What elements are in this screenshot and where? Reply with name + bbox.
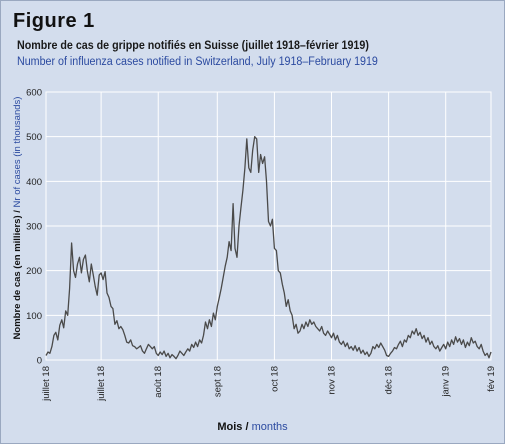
x-tick-label: juillet 18 bbox=[41, 366, 52, 402]
y-tick-label: 400 bbox=[26, 177, 42, 188]
x-tick-label: oct 18 bbox=[269, 366, 280, 392]
y-axis-label-english: Nr of cases (in thousands) bbox=[12, 97, 23, 208]
x-axis-label-french: Mois / bbox=[217, 421, 252, 433]
figure-label: Figure 1 bbox=[13, 10, 95, 32]
plot-area bbox=[45, 91, 492, 361]
y-tick-label: 300 bbox=[26, 222, 42, 233]
y-axis-label: Nombre de cas (en milliers) / Nr of case… bbox=[12, 97, 23, 340]
x-tick-label: sept 18 bbox=[212, 366, 223, 397]
x-tick-label: fév 19 bbox=[486, 366, 497, 392]
x-axis-label: Mois / months bbox=[0, 421, 505, 433]
x-tick-label: août 18 bbox=[153, 366, 164, 398]
y-tick-label: 500 bbox=[26, 132, 42, 143]
x-tick-label: janv 19 bbox=[441, 366, 452, 398]
x-tick-label: juillet 18 bbox=[96, 366, 107, 402]
y-tick-label: 200 bbox=[26, 266, 42, 277]
y-axis-label-french: Nombre de cas (en milliers) / bbox=[12, 207, 23, 339]
chart-title-english: Number of influenza cases notified in Sw… bbox=[17, 56, 378, 68]
x-tick-label: nov 18 bbox=[327, 366, 338, 395]
x-tick-label: déc 18 bbox=[384, 366, 395, 395]
series-line bbox=[45, 136, 492, 360]
x-axis-label-english: months bbox=[251, 421, 288, 433]
y-tick-label: 0 bbox=[37, 356, 42, 367]
chart-title-french: Nombre de cas de grippe notifiés en Suis… bbox=[17, 40, 369, 52]
y-tick-label: 600 bbox=[26, 88, 42, 99]
y-tick-label: 100 bbox=[26, 311, 42, 322]
